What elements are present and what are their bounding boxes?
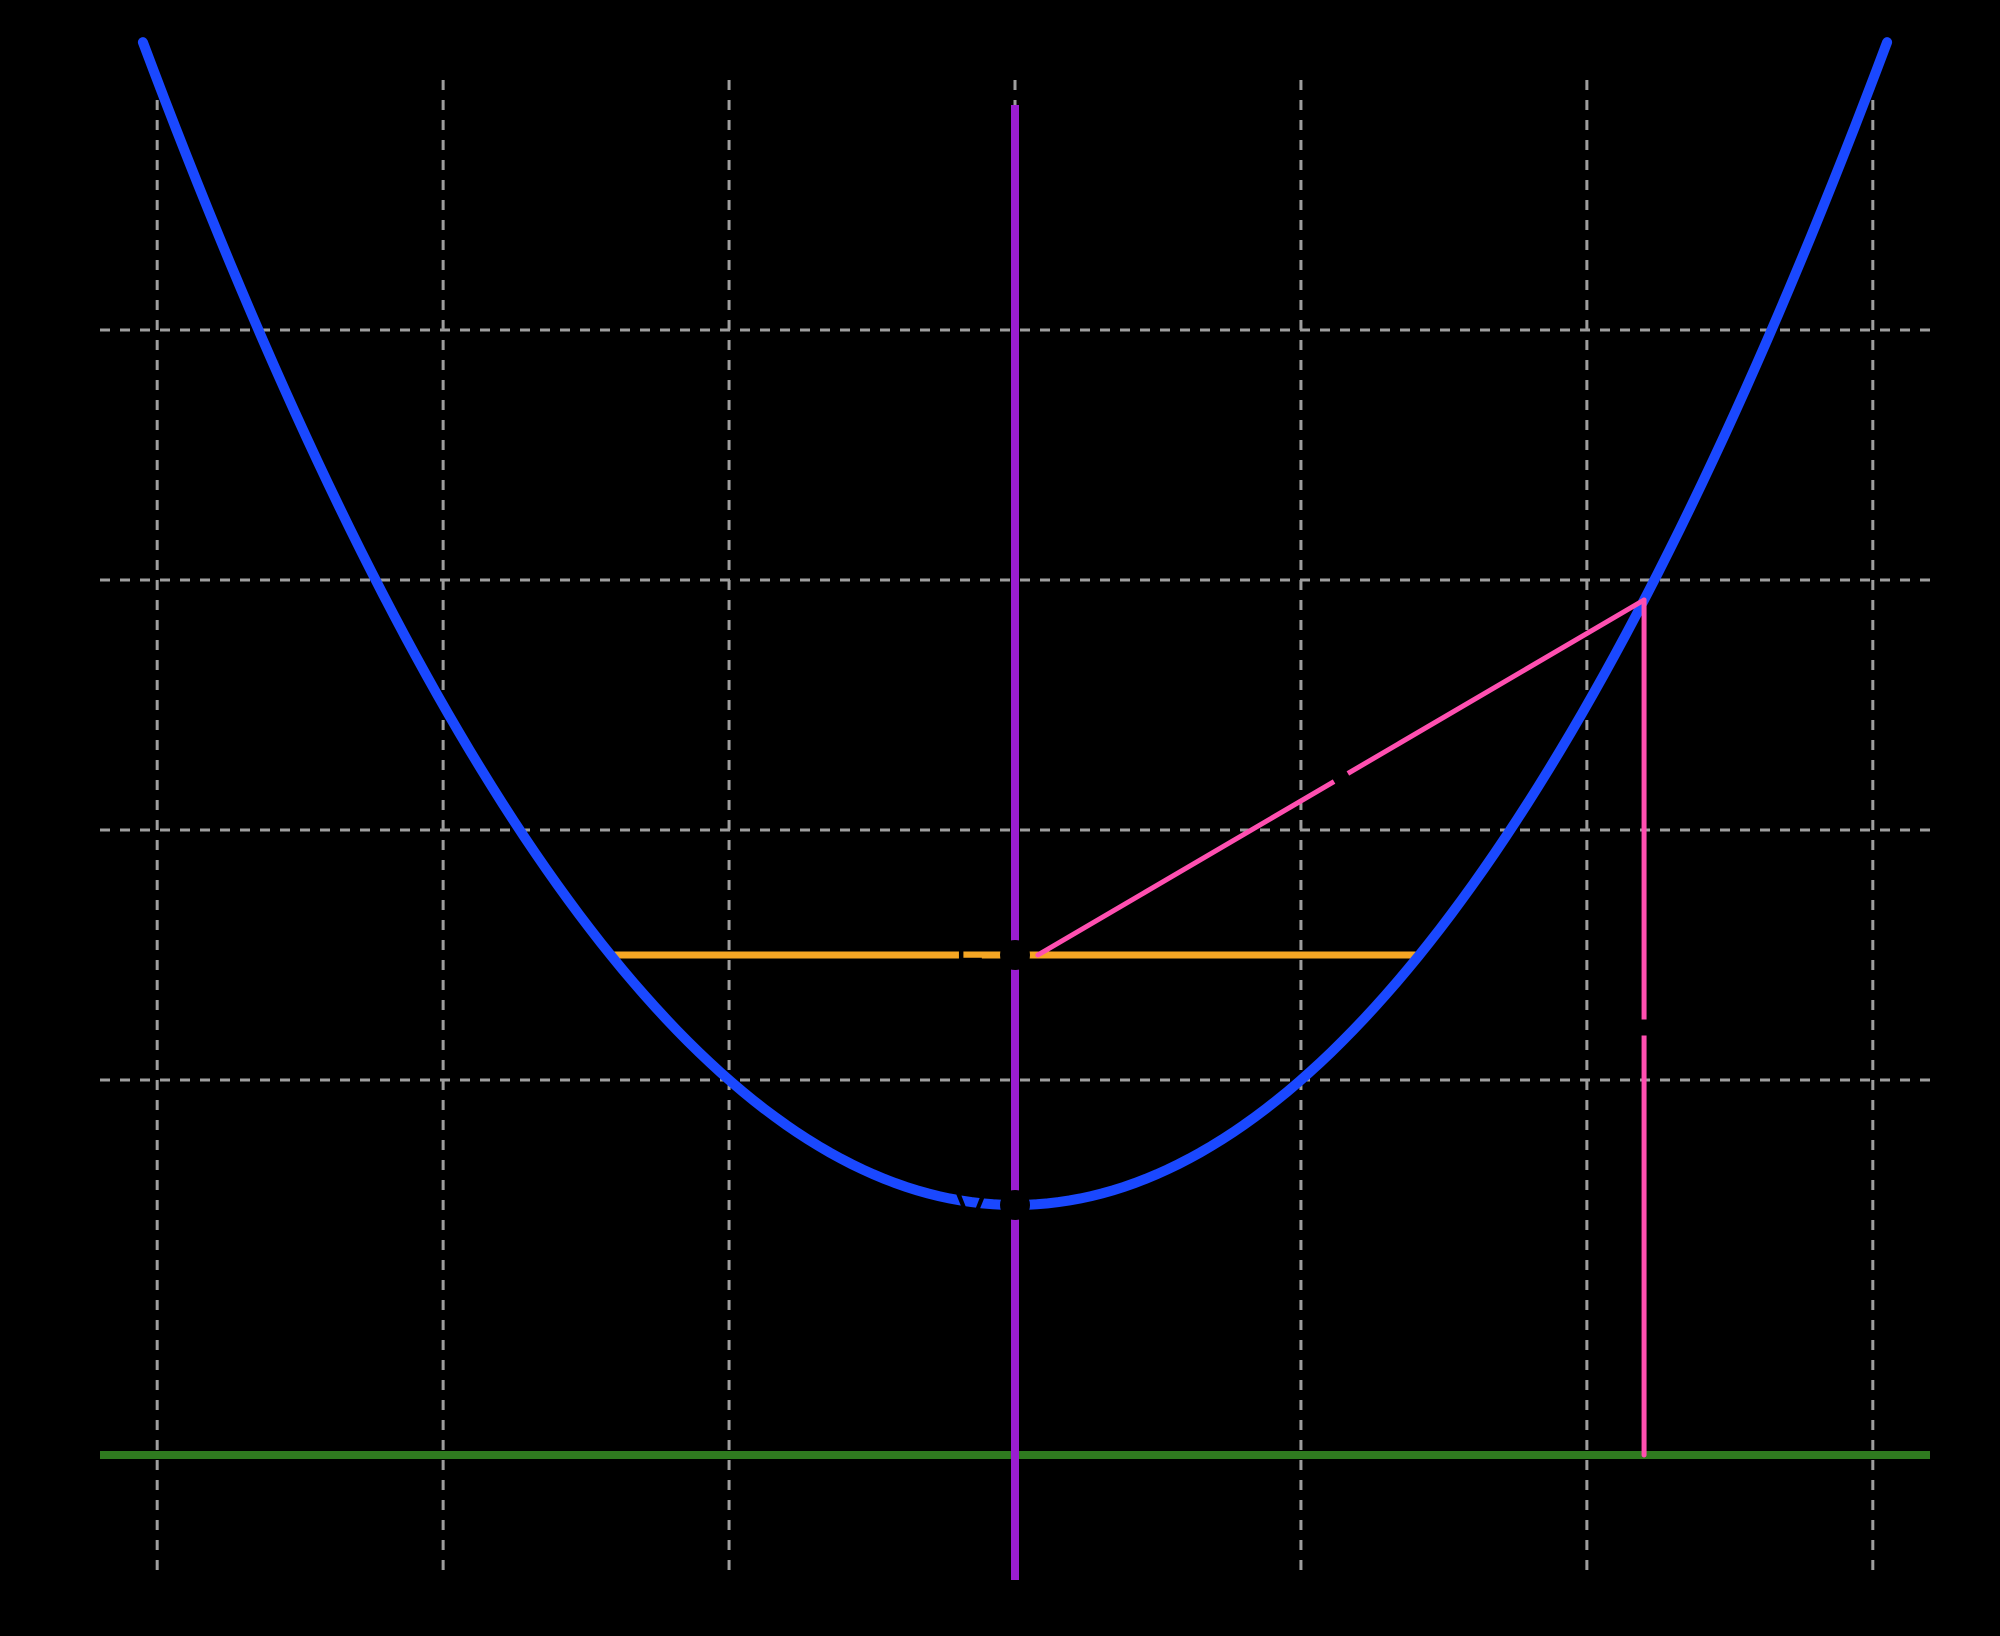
vertex-point bbox=[1001, 1191, 1029, 1219]
chart-svg: V F L bbox=[0, 0, 2000, 1636]
focus-point bbox=[1001, 941, 1029, 969]
parabola-chart: V F L bbox=[0, 0, 2000, 1636]
label-vertex: V bbox=[955, 1183, 987, 1236]
label-latus_rectum: L bbox=[556, 933, 583, 986]
label-focus: F bbox=[955, 933, 984, 986]
chart-background bbox=[0, 0, 2000, 1636]
